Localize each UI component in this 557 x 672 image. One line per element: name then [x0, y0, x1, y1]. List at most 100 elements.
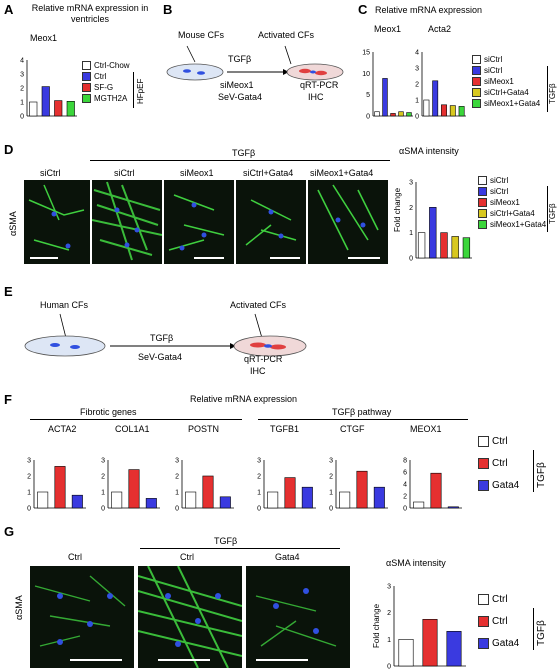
bar [446, 631, 462, 667]
bar [423, 99, 430, 117]
panel-a-label: A [4, 2, 14, 17]
panel-b-readout-2: IHC [308, 92, 324, 102]
panel-a-group-label: HFpEF [136, 78, 145, 104]
legend-swatch [472, 88, 481, 97]
y-tick-label: 2 [257, 474, 261, 481]
legend-label: siCtrl [490, 187, 509, 196]
y-tick-label: 0 [329, 506, 333, 513]
y-tick-label: 1 [415, 98, 419, 105]
y-tick-label: 4 [403, 482, 407, 489]
legend-swatch [478, 479, 489, 491]
legend-label: MGTH2A [94, 94, 128, 103]
panel-f-gene-5: CTGF [340, 424, 365, 434]
legend-swatch [478, 198, 487, 207]
legend-swatch [478, 435, 489, 447]
bar [413, 501, 425, 509]
bar [430, 472, 442, 509]
legend-swatch [478, 209, 487, 218]
y-tick-label: 3 [27, 458, 31, 465]
bar [356, 470, 368, 509]
y-tick-label: 0 [387, 664, 391, 671]
panel-f-col1a1-chart: 0 1 2 3 [101, 458, 160, 513]
bar [202, 475, 214, 509]
panel-d-col-2: siCtrl [114, 168, 135, 178]
bar [451, 236, 459, 259]
legend-swatch [478, 220, 487, 229]
bar [429, 207, 437, 259]
panel-b-source: Mouse CFs [178, 30, 225, 40]
panel-b-condition-1: siMeox1 [220, 80, 254, 90]
legend-label: siMeox1+Gata4 [490, 220, 547, 229]
panel-e-readout-2: IHC [250, 366, 266, 376]
legend-swatch [478, 593, 489, 605]
legend-swatch [82, 72, 91, 81]
bar [432, 80, 439, 117]
y-tick-label: 2 [329, 474, 333, 481]
bar [422, 619, 438, 667]
bar [41, 86, 50, 117]
legend-label: siCtrl [490, 176, 509, 185]
legend-label: Ctrl [492, 435, 508, 447]
y-tick-label: 1 [329, 490, 333, 497]
panel-e-label: E [4, 284, 13, 299]
y-tick-label: 1 [101, 490, 105, 497]
panel-f-bracket [533, 450, 534, 492]
panel-e-condition: SeV-Gata4 [138, 352, 183, 362]
legend-label: SF-G [94, 83, 114, 92]
y-tick-label: 4 [415, 50, 419, 57]
legend-swatch [478, 615, 489, 627]
y-tick-label: 2 [387, 610, 391, 617]
bar [71, 494, 83, 509]
panel-d-col-4: siCtrl+Gata4 [243, 168, 294, 178]
y-tick-label: 5 [366, 92, 370, 99]
legend-swatch [82, 94, 91, 103]
bar [66, 100, 75, 117]
bar [374, 111, 380, 117]
bar [267, 491, 279, 509]
panel-b-readout-1: qRT-PCR [300, 80, 339, 90]
y-tick-label: 1 [387, 637, 391, 644]
legend-label: siCtrl+Gata4 [490, 209, 535, 218]
legend-swatch [472, 55, 481, 64]
bar [382, 78, 388, 117]
panel-e-source: Human CFs [40, 300, 89, 310]
legend-swatch [82, 83, 91, 92]
panel-g-stain: αSMA [14, 595, 24, 620]
panel-d-legend: siCtrl siCtrl siMeox1 siCtrl+Gata4 siMeo… [478, 175, 546, 230]
bar [441, 104, 447, 117]
y-tick-label: 0 [409, 256, 413, 263]
panel-d-label: D [4, 142, 14, 157]
panel-d-chart: 0 1 2 3 [409, 180, 472, 263]
y-tick-label: 0 [101, 506, 105, 513]
panel-c-label: C [358, 2, 368, 17]
panel-a-title: Relative mRNA expression in ventricles [31, 3, 149, 24]
bar [284, 477, 296, 509]
legend-label: siMeox1 [484, 77, 514, 86]
bar [398, 639, 414, 667]
panel-f-meox1-chart: 0 2 4 6 8 [403, 458, 462, 513]
bar [29, 101, 38, 117]
panel-b-condition-2: SeV-Gata4 [218, 92, 263, 102]
panel-f-legend: Ctrl Ctrl Gata4 [478, 430, 519, 496]
bar [390, 113, 396, 117]
legend-label: Gata4 [492, 637, 520, 649]
panel-f-gene-3: POSTN [188, 424, 220, 434]
panel-f-gene-1: ACTA2 [48, 424, 77, 434]
panel-d-bracket [547, 186, 548, 232]
panel-g-legend: Ctrl Ctrl Gata4 [478, 588, 519, 654]
y-tick-label: 4 [20, 58, 24, 65]
bar [406, 112, 412, 117]
panel-c-title: Relative mRNA expression [375, 5, 483, 15]
panel-d-header: TGFβ [232, 148, 256, 158]
y-tick-label: 0 [175, 506, 179, 513]
legend-swatch [472, 77, 481, 86]
micrograph [164, 180, 234, 264]
legend-swatch [82, 61, 91, 70]
legend-label: Ctrl-Chow [94, 61, 130, 70]
micrograph [308, 180, 388, 264]
panel-f-gene-6: MEOX1 [410, 424, 442, 434]
panel-f-group-1-line [30, 419, 242, 420]
bar [111, 491, 123, 509]
legend-label: siMeox1+Gata4 [484, 99, 541, 108]
bar [458, 106, 465, 117]
